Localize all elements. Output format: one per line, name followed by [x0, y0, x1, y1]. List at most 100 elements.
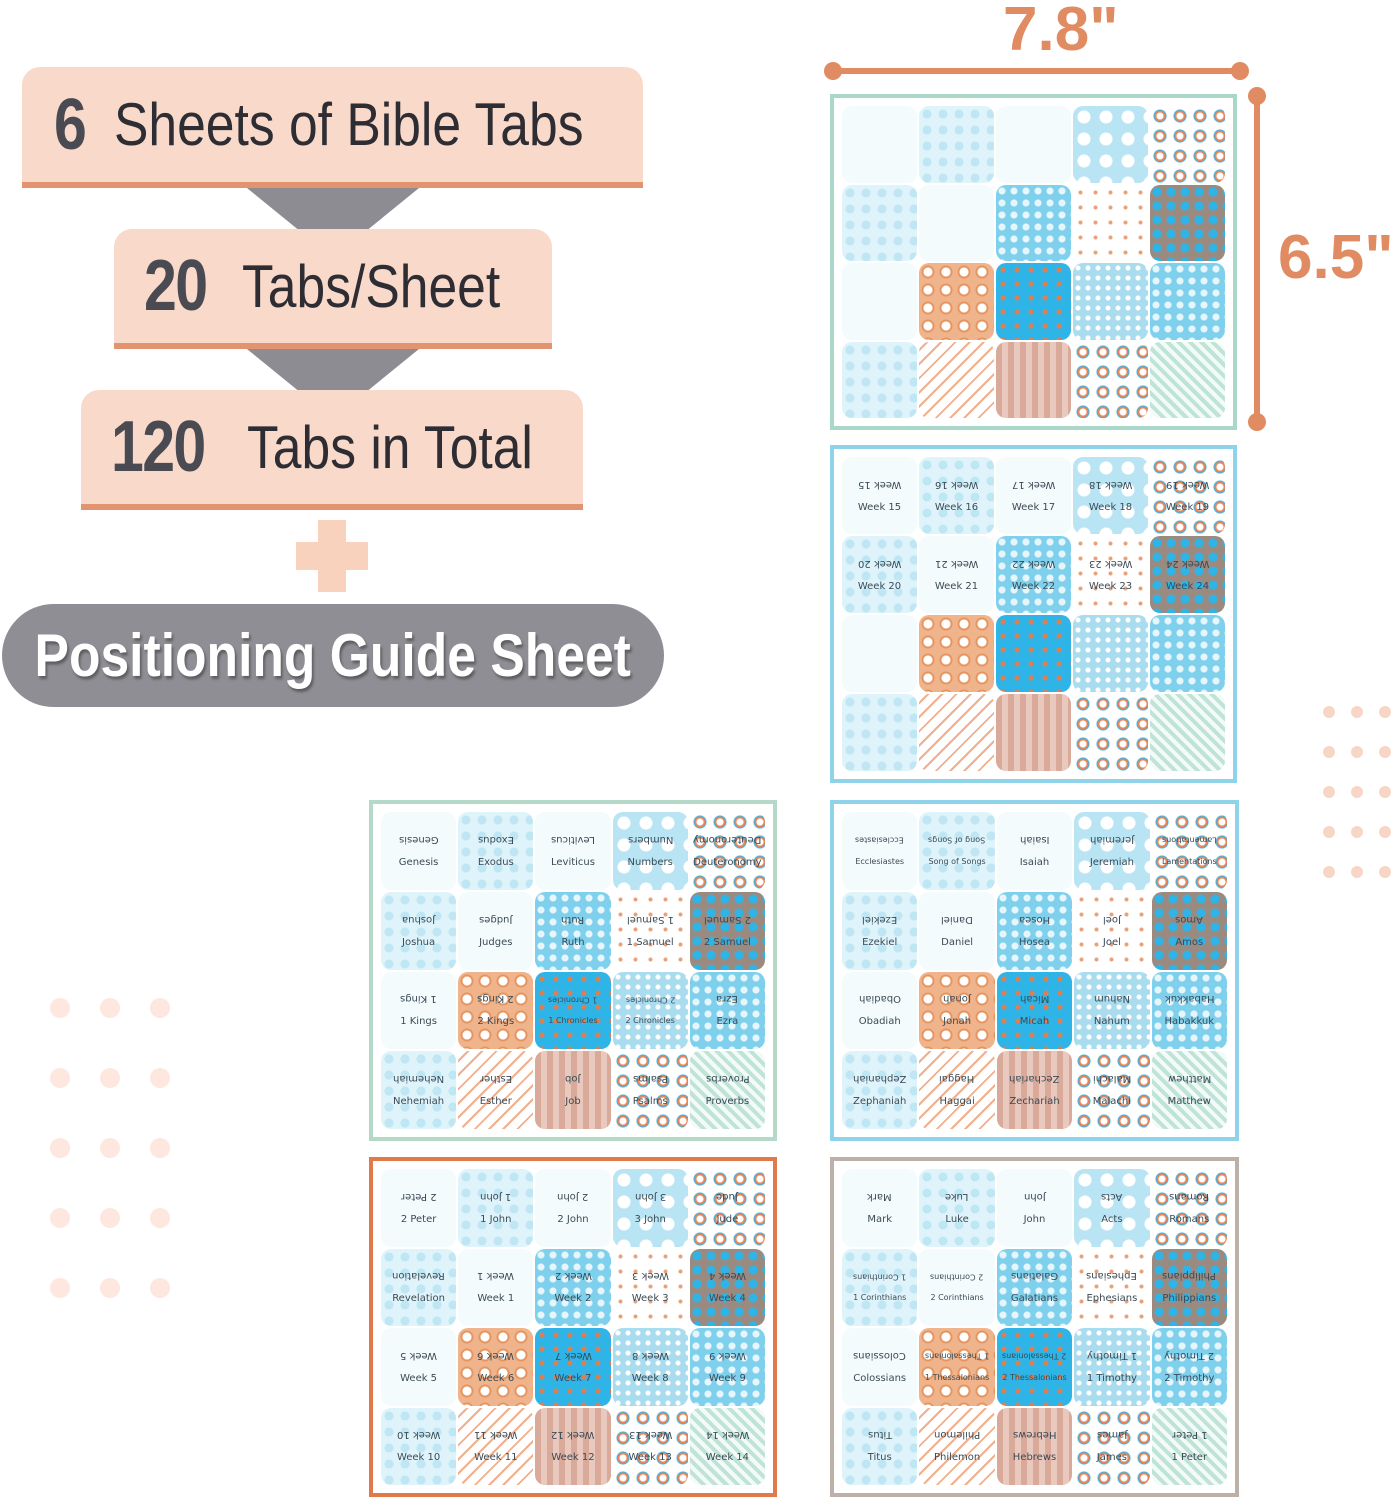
tab-label: Romans [1169, 1213, 1210, 1225]
bible-tab: Jeremiah Jeremiah [1074, 812, 1150, 890]
tab-label: Ezra [716, 1016, 739, 1028]
tab-label: Week 21 [934, 580, 979, 592]
tab-label: 1 Kings [400, 1016, 437, 1028]
bible-tab: Habakkuk Habakkuk [1151, 971, 1227, 1050]
bible-tab: Week 22 Week 22 [996, 536, 1071, 613]
banner-number: 120 [111, 407, 206, 487]
tab-label: Philemon [933, 1452, 981, 1464]
bible-tab: 2 Thessalonians 2 Thessalonians [996, 1328, 1073, 1406]
tab-label-mirrored: Week 23 [1088, 557, 1133, 569]
bible-tab [919, 263, 994, 340]
tab-label-mirrored: Week 24 [1165, 557, 1210, 569]
banner-number: 6 [54, 84, 87, 165]
decorative-dot [1323, 866, 1335, 878]
tab-label-mirrored: Deuteronomy [693, 833, 762, 845]
bible-tab: Romans Romans [1151, 1169, 1227, 1247]
bible-tab: Revelation Revelation [381, 1248, 457, 1326]
tab-label: Lamentations [1161, 856, 1217, 866]
tab-label: 2 Thessalonians [1002, 1372, 1067, 1382]
bible-tab: Week 4 Week 4 [689, 1248, 765, 1326]
tab-label: Genesis [398, 856, 439, 868]
tab-label: Week 20 [857, 580, 902, 592]
bible-tab [1150, 106, 1225, 183]
tab-label-mirrored: Week 13 [628, 1429, 672, 1441]
tab-label-mirrored: Habakkuk [1164, 993, 1215, 1005]
tab-label-mirrored: 1 Corinthians [853, 1272, 907, 1282]
decorative-dot [100, 1068, 120, 1088]
tab-label-mirrored: Colossians [853, 1349, 907, 1361]
bible-tab: Week 7 Week 7 [535, 1328, 611, 1406]
tab-label-mirrored: Zephaniah [852, 1073, 907, 1085]
bible-tab: Week 14 Week 14 [689, 1407, 765, 1485]
bible-tab: Numbers Numbers [612, 812, 688, 890]
tab-label-mirrored: Week 14 [705, 1429, 750, 1441]
bible-tab: Week 24 Week 24 [1150, 536, 1225, 613]
bible-tab [842, 263, 917, 340]
tab-label: Psalms [632, 1096, 668, 1108]
bible-tab: Haggai Haggai [919, 1051, 995, 1129]
bible-tab [1073, 694, 1148, 771]
bible-tab [919, 184, 994, 261]
bible-tab [1073, 263, 1148, 340]
tab-label-mirrored: Romans [1169, 1190, 1210, 1202]
tab-label-mirrored: Week 10 [396, 1429, 441, 1441]
tab-label: Zechariah [1009, 1096, 1060, 1108]
bible-tab: Ezekiel Ezekiel [842, 891, 918, 970]
bible-tab: Proverbs Proverbs [689, 1051, 765, 1129]
tab-label: Haggai [939, 1096, 975, 1108]
tab-label: Week 6 [477, 1372, 515, 1384]
tab-label-mirrored: Lamentations [1161, 835, 1217, 845]
tab-label-mirrored: Zechariah [1009, 1073, 1060, 1085]
bible-tab: Judges Judges [458, 891, 534, 970]
bible-tab: Philemon Philemon [919, 1407, 995, 1485]
tab-label-mirrored: Exodus [477, 833, 514, 845]
decorative-dot [100, 1138, 120, 1158]
tab-label: Hebrews [1012, 1452, 1057, 1464]
tab-label: Week 3 [631, 1293, 669, 1305]
tab-label: Week 2 [554, 1293, 592, 1305]
tab-label-mirrored: Ecclesiastes [855, 835, 905, 845]
tab-label-mirrored: Job [565, 1073, 581, 1085]
bible-tab [996, 615, 1071, 692]
tab-label-mirrored: Week 3 [631, 1270, 669, 1282]
bible-tab: Week 9 Week 9 [689, 1328, 765, 1406]
width-dimension-line [832, 68, 1240, 74]
decorative-dot [1323, 706, 1335, 718]
tab-label: Amos [1175, 936, 1204, 948]
bible-tab: Galatians Galatians [996, 1248, 1073, 1326]
bible-tab [996, 184, 1071, 261]
tab-label: Week 10 [396, 1452, 441, 1464]
tab-label: Week 19 [1165, 501, 1210, 513]
tab-label: Micah [1019, 1016, 1050, 1028]
decorative-dot [1323, 826, 1335, 838]
bible-tab: 2 Chronicles 2 Chronicles [612, 971, 688, 1050]
tab-label-mirrored: Luke [945, 1190, 969, 1202]
tab-label-mirrored: 1 Chronicles [548, 995, 598, 1005]
tab-label-mirrored: Malachi [1092, 1073, 1132, 1085]
bible-tab: Colossians Colossians [842, 1328, 918, 1406]
tab-label: Jonah [943, 1016, 972, 1028]
bible-tab: Week 3 Week 3 [612, 1248, 688, 1326]
tab-label: Week 1 [477, 1293, 515, 1305]
tab-label-mirrored: 2 Kings [477, 993, 515, 1005]
tab-label: 2 Kings [477, 1016, 515, 1028]
bible-tab: 1 John 1 John [458, 1169, 534, 1247]
tab-label-mirrored: Week 11 [474, 1429, 518, 1441]
bible-tab: Hebrews Hebrews [996, 1407, 1073, 1485]
bible-tab [842, 341, 917, 418]
tab-label: Week 16 [934, 501, 979, 513]
decorative-dot [1379, 746, 1391, 758]
bible-tab [1073, 106, 1148, 183]
bible-tab: Luke Luke [919, 1169, 995, 1247]
bible-tab: 1 Timothy 1 Timothy [1074, 1328, 1150, 1406]
bible-tab: Week 15 Week 15 [842, 457, 917, 534]
decorative-dot [150, 1278, 170, 1298]
tab-label-mirrored: Mark [867, 1190, 893, 1202]
bible-tab [842, 184, 917, 261]
bible-tab: Ezra Ezra [689, 971, 765, 1050]
tab-label: Leviticus [550, 856, 595, 868]
tab-label: Ecclesiastes [855, 856, 905, 866]
banner-number: 20 [144, 246, 208, 326]
tab-label-mirrored: Ezekiel [862, 913, 898, 925]
tab-sheet-blank [830, 94, 1237, 430]
